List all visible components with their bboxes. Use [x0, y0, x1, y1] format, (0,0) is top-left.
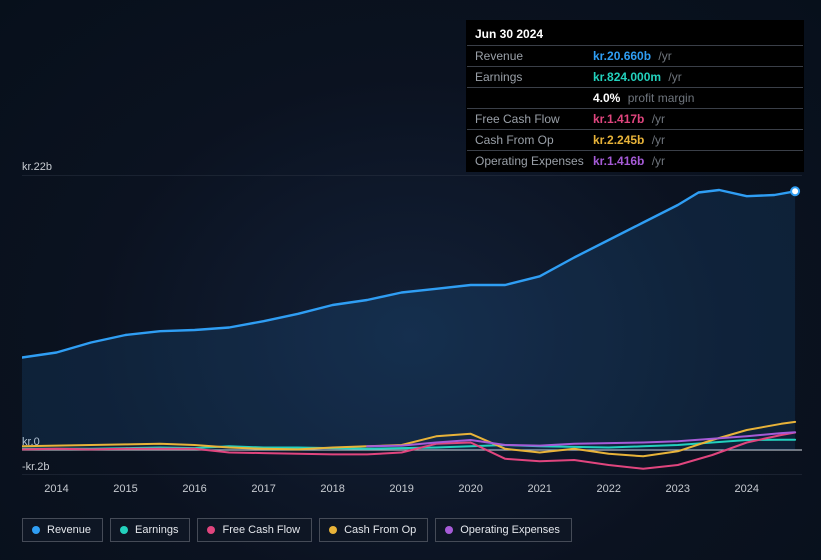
tooltip-row-value: kr.1.416b /yr — [593, 154, 665, 168]
y-tick-label: kr.22b — [22, 161, 52, 173]
tooltip-row-label: Free Cash Flow — [475, 112, 593, 126]
x-tick-label: 2017 — [251, 483, 275, 495]
tooltip-row-label — [475, 91, 593, 105]
tooltip-row-unit: /yr — [665, 70, 682, 84]
tooltip-row: Cash From Opkr.2.245b /yr — [467, 130, 803, 150]
legend-dot-icon — [32, 526, 40, 534]
tooltip-row-value: kr.824.000m /yr — [593, 70, 682, 84]
chart-end-markers — [791, 187, 799, 195]
chart-legend: Revenue Earnings Free Cash Flow Cash From O… — [22, 518, 572, 542]
tooltip-rows: Revenuekr.20.660b /yrEarningskr.824.000m… — [467, 46, 803, 171]
tooltip-row-unit: /yr — [648, 133, 665, 147]
legend-dot-icon — [120, 526, 128, 534]
chart-svg — [22, 175, 802, 475]
x-tick-label: 2019 — [389, 483, 413, 495]
tooltip-row-value: kr.1.417b /yr — [593, 112, 665, 126]
tooltip-row-unit: /yr — [648, 154, 665, 168]
tooltip-row-value: kr.2.245b /yr — [593, 133, 665, 147]
tooltip-row-label: Operating Expenses — [475, 154, 593, 168]
legend-item[interactable]: Earnings — [110, 518, 190, 542]
legend-item[interactable]: Free Cash Flow — [197, 518, 312, 542]
tooltip-row: 4.0% profit margin — [467, 88, 803, 108]
series-fill — [22, 190, 795, 450]
legend-label: Revenue — [47, 524, 91, 536]
legend-label: Free Cash Flow — [222, 524, 300, 536]
x-tick-label: 2022 — [596, 483, 620, 495]
tooltip-row: Free Cash Flowkr.1.417b /yr — [467, 109, 803, 129]
legend-item[interactable]: Cash From Op — [319, 518, 428, 542]
legend-label: Cash From Op — [344, 524, 416, 536]
tooltip-row-label: Earnings — [475, 70, 593, 84]
chart-container: Jun 30 2024 Revenuekr.20.660b /yrEarning… — [0, 0, 821, 560]
tooltip-row: Earningskr.824.000m /yr — [467, 67, 803, 87]
legend-label: Operating Expenses — [460, 524, 560, 536]
legend-item[interactable]: Operating Expenses — [435, 518, 572, 542]
x-tick-label: 2015 — [113, 483, 137, 495]
legend-dot-icon — [445, 526, 453, 534]
tooltip-row-label: Cash From Op — [475, 133, 593, 147]
tooltip-row: Revenuekr.20.660b /yr — [467, 46, 803, 66]
legend-label: Earnings — [135, 524, 178, 536]
tooltip-date: Jun 30 2024 — [467, 21, 803, 45]
x-tick-label: 2020 — [458, 483, 482, 495]
tooltip-row-value: kr.20.660b /yr — [593, 49, 672, 63]
x-axis-labels: 2014 2015 2016 2017 2018 2019 2020 2021 2022 2023… — [22, 483, 802, 501]
x-tick-label: 2021 — [527, 483, 551, 495]
legend-dot-icon — [207, 526, 215, 534]
tooltip-row-value: 4.0% profit margin — [593, 91, 694, 105]
x-tick-label: 2018 — [320, 483, 344, 495]
tooltip-row-unit: /yr — [655, 49, 672, 63]
tooltip-row: Operating Expenseskr.1.416b /yr — [467, 151, 803, 171]
x-tick-label: 2016 — [182, 483, 206, 495]
tooltip-row-label: Revenue — [475, 49, 593, 63]
chart-plot-area[interactable] — [22, 175, 802, 475]
tooltip-row-unit: profit margin — [624, 91, 694, 105]
legend-item[interactable]: Revenue — [22, 518, 103, 542]
x-tick-label: 2014 — [44, 483, 68, 495]
legend-dot-icon — [329, 526, 337, 534]
x-tick-label: 2024 — [735, 483, 759, 495]
series-end-marker[interactable] — [791, 187, 799, 195]
x-tick-label: 2023 — [666, 483, 690, 495]
tooltip-row-unit: /yr — [648, 112, 665, 126]
tooltip-panel: Jun 30 2024 Revenuekr.20.660b /yrEarning… — [466, 20, 804, 172]
chart-area-fills — [22, 190, 795, 450]
